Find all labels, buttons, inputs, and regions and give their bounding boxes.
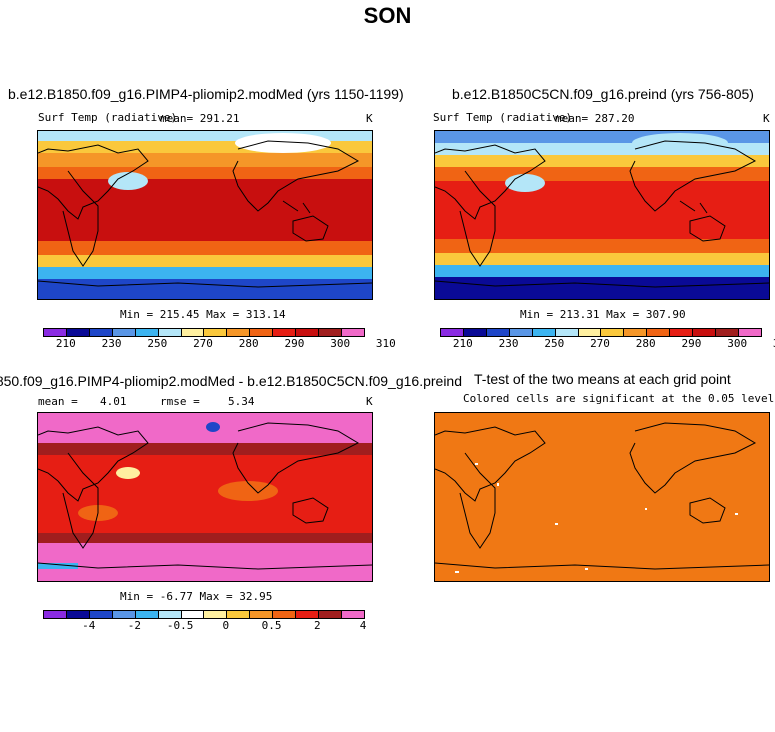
- colorbar-swatch: [296, 329, 320, 336]
- difference-map-svg: [38, 413, 372, 581]
- difference-mean-label: mean =: [38, 395, 78, 408]
- ttest-panel-title: T-test of the two means at each grid poi…: [474, 371, 731, 387]
- difference-rmse-value: 5.34: [228, 395, 255, 408]
- colorbar-tick-label: 230: [498, 337, 519, 350]
- colorbar-swatch: [204, 611, 228, 618]
- model-units-label: K: [366, 112, 373, 125]
- model-temperature-map: [37, 130, 373, 300]
- colorbar-swatch: [601, 329, 625, 336]
- figure-title: SON: [363, 3, 412, 28]
- colorbar-swatch: [44, 329, 67, 336]
- colorbar-tick-label: 290: [681, 337, 702, 350]
- difference-title-clip: b.e12.B1850.f09_g16.PIMP4-pliomip2.modMe…: [0, 372, 462, 392]
- colorbar-swatch: [296, 611, 320, 618]
- difference-minmax-label: Min = -6.77 Max = 32.95: [120, 590, 273, 603]
- model-variable-label: Surf Temp (radiative): [38, 111, 178, 124]
- difference-map: [37, 412, 373, 582]
- colorbar-tick-label: 270: [193, 337, 213, 350]
- colorbar-swatch: [670, 329, 694, 336]
- colorbar-swatch: [441, 329, 464, 336]
- colorbar-tick-label: 270: [590, 337, 610, 350]
- colorbar-swatch: [555, 329, 579, 336]
- colorbar-tick-label: 4: [359, 619, 367, 632]
- colorbar-swatch: [44, 611, 67, 618]
- colorbar-swatch: [578, 329, 602, 336]
- colorbar-swatch: [89, 329, 113, 336]
- difference-mean-value: 4.01: [100, 395, 127, 408]
- colorbar-swatch: [112, 329, 136, 336]
- colorbar-swatch: [716, 329, 739, 336]
- colorbar-tick-label: 310: [773, 337, 775, 350]
- difference-panel-title: b.e12.B1850.f09_g16.PIMP4-pliomip2.modMe…: [0, 373, 462, 389]
- colorbar-swatch: [227, 611, 251, 618]
- colorbar-swatch: [532, 329, 556, 336]
- colorbar-swatch: [273, 611, 297, 618]
- colorbar-swatch: [624, 329, 648, 336]
- colorbar-swatch: [66, 611, 90, 618]
- colorbar-tick-label: 210: [452, 337, 473, 350]
- colorbar-swatch: [341, 329, 364, 336]
- colorbar-swatch: [89, 611, 113, 618]
- colorbar-swatch: [204, 329, 228, 336]
- colorbar-tick-label: 250: [544, 337, 565, 350]
- colorbar-swatch: [135, 329, 159, 336]
- colorbar-tick-label: 280: [635, 337, 656, 350]
- colorbar-tick-label: 0.5: [261, 619, 282, 632]
- colorbar-swatch: [181, 329, 205, 336]
- colorbar-swatch: [158, 611, 182, 618]
- control-panel-title: b.e12.B1850C5CN.f09_g16.preind (yrs 756-…: [452, 86, 754, 102]
- colorbar-tick-label: -4: [82, 619, 96, 632]
- control-temperature-map: [434, 130, 770, 300]
- model-map-svg: [38, 131, 372, 299]
- colorbar-swatch: [647, 329, 671, 336]
- colorbar-tick-label: 310: [375, 337, 396, 350]
- colorbar-swatch: [250, 611, 274, 618]
- colorbar-swatch: [158, 329, 182, 336]
- colorbar-tick-label: 210: [55, 337, 76, 350]
- colorbar-tick-label: 0: [222, 619, 230, 632]
- difference-colorbar: [43, 610, 365, 619]
- model-panel-title: b.e12.B1850.f09_g16.PIMP4-pliomip2.modMe…: [8, 86, 404, 102]
- colorbar-swatch: [227, 329, 251, 336]
- colorbar-swatch: [319, 329, 342, 336]
- control-minmax-label: Min = 213.31 Max = 307.90: [520, 308, 686, 321]
- ttest-significance-map: [434, 412, 770, 582]
- ttest-significance-fill: [435, 413, 769, 581]
- control-variable-label: Surf Temp (radiative): [433, 111, 573, 124]
- colorbar-tick-label: 300: [727, 337, 748, 350]
- colorbar-swatch: [693, 329, 717, 336]
- control-units-label: K: [763, 112, 770, 125]
- model-mean-label: mean= 291.21: [160, 112, 240, 125]
- model-minmax-label: Min = 215.45 Max = 313.14: [120, 308, 286, 321]
- colorbar-swatch: [250, 329, 274, 336]
- colorbar-tick-label: -0.5: [166, 619, 194, 632]
- colorbar-tick-label: 300: [330, 337, 351, 350]
- colorbar-tick-label: 250: [147, 337, 168, 350]
- colorbar-swatch: [135, 611, 159, 618]
- difference-units-label: K: [366, 395, 373, 408]
- colorbar-tick-label: 230: [101, 337, 122, 350]
- colorbar-swatch: [509, 329, 533, 336]
- colorbar-swatch: [738, 329, 761, 336]
- colorbar-swatch: [66, 329, 90, 336]
- colorbar-swatch: [319, 611, 342, 618]
- colorbar-tick-label: 2: [313, 619, 321, 632]
- colorbar-swatch: [341, 611, 364, 618]
- colorbar-swatch: [181, 611, 205, 618]
- control-colorbar: [440, 328, 762, 337]
- colorbar-swatch: [273, 329, 297, 336]
- colorbar-tick-label: 290: [284, 337, 305, 350]
- difference-rmse-label: rmse =: [160, 395, 200, 408]
- colorbar-tick-label: -2: [127, 619, 142, 632]
- ttest-map-svg: [435, 413, 769, 581]
- colorbar-swatch: [463, 329, 487, 336]
- colorbar-tick-label: 280: [238, 337, 259, 350]
- control-map-svg: [435, 131, 769, 299]
- colorbar-swatch: [112, 611, 136, 618]
- ttest-subtitle: Colored cells are significant at the 0.0…: [463, 392, 775, 405]
- colorbar-swatch: [486, 329, 510, 336]
- model-colorbar: [43, 328, 365, 337]
- control-mean-label: mean= 287.20: [555, 112, 635, 125]
